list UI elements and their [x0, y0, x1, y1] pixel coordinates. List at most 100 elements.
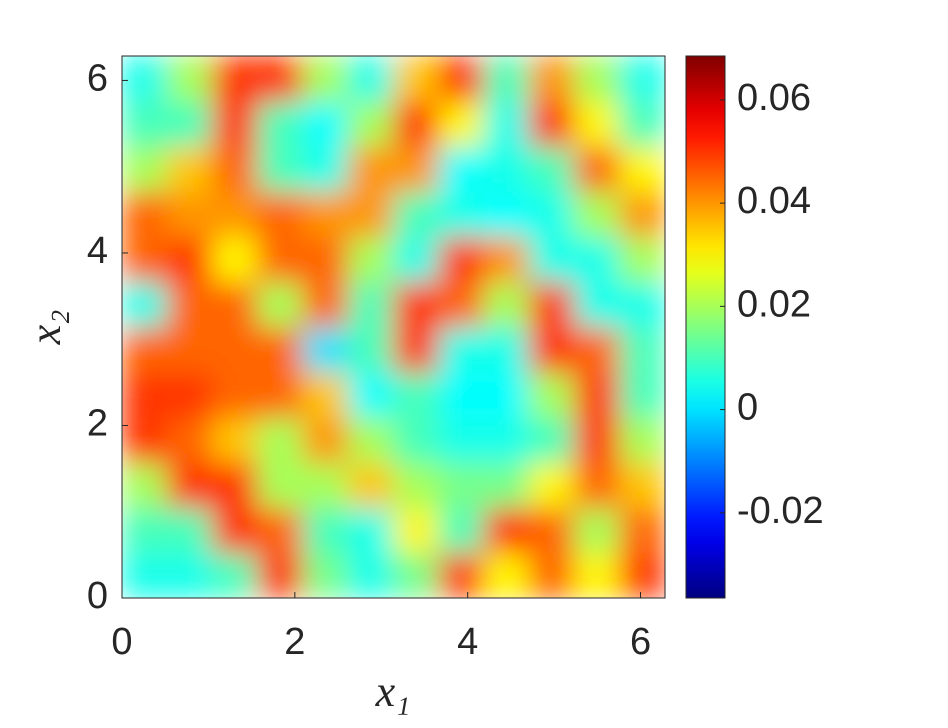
- heat-cell: [257, 56, 304, 102]
- heat-cell: [302, 56, 349, 102]
- heat-cell: [122, 56, 168, 102]
- heat-cell: [347, 191, 394, 238]
- heat-cell: [574, 552, 621, 598]
- heat-cell: [438, 371, 485, 418]
- heat-cell: [212, 507, 259, 554]
- heat-cell: [393, 281, 440, 328]
- heat-cell: [302, 507, 349, 554]
- heat-cell: [347, 552, 394, 598]
- heat-cell: [166, 281, 213, 328]
- heat-cell: [347, 100, 394, 147]
- heat-cell: [528, 236, 575, 283]
- heat-cell: [257, 145, 304, 192]
- heat-cell: [438, 145, 485, 192]
- colorbar-tick-label: 0.04: [737, 180, 811, 222]
- x-tick-label: 4: [457, 621, 478, 663]
- heat-cell: [574, 326, 621, 373]
- heat-cell: [483, 191, 530, 238]
- heat-cell: [212, 236, 259, 283]
- heat-cell: [302, 100, 349, 147]
- heat-cell: [393, 326, 440, 373]
- heat-cell: [302, 371, 349, 418]
- heatmap: [122, 56, 665, 598]
- heat-cell: [483, 371, 530, 418]
- heat-cell: [619, 145, 665, 192]
- heat-cell: [438, 191, 485, 238]
- heat-cell: [212, 191, 259, 238]
- x-axis-label: x₁: [375, 667, 411, 716]
- heat-cell: [574, 145, 621, 192]
- y-tick-label: 0: [87, 575, 108, 617]
- heat-cell: [438, 416, 485, 463]
- heat-cell: [302, 552, 349, 598]
- heat-cell: [528, 462, 575, 509]
- heat-cell: [574, 371, 621, 418]
- heat-cell: [212, 462, 259, 509]
- heat-cell: [302, 145, 349, 192]
- heat-cell: [122, 326, 168, 373]
- heat-cell: [528, 191, 575, 238]
- heat-cell: [528, 56, 575, 102]
- heat-cell: [528, 281, 575, 328]
- heat-cell: [528, 371, 575, 418]
- heat-cell: [302, 281, 349, 328]
- heat-cell: [166, 236, 213, 283]
- heat-cell: [393, 462, 440, 509]
- y-axis-label: x₂: [21, 310, 70, 346]
- heat-cell: [302, 236, 349, 283]
- heat-cell: [574, 191, 621, 238]
- heat-cell: [393, 56, 440, 102]
- heat-cell: [438, 326, 485, 373]
- heat-cell: [166, 56, 213, 102]
- heat-cell: [528, 145, 575, 192]
- colorbar: [685, 55, 726, 599]
- heat-cell: [122, 191, 168, 238]
- heat-cell: [347, 462, 394, 509]
- colorbar-tick-label: 0.02: [737, 283, 811, 325]
- heat-cell: [483, 236, 530, 283]
- heat-cell: [483, 56, 530, 102]
- heat-cell: [257, 236, 304, 283]
- heat-cell: [438, 56, 485, 102]
- colorbar-tick-label: 0.06: [737, 77, 811, 119]
- heat-cell: [166, 371, 213, 418]
- heat-cell: [347, 507, 394, 554]
- heat-cell: [347, 416, 394, 463]
- heat-cell: [438, 100, 485, 147]
- heat-cell: [122, 145, 168, 192]
- heat-cell: [166, 326, 213, 373]
- heat-cell: [212, 56, 259, 102]
- heat-cell: [393, 100, 440, 147]
- heat-cell: [347, 56, 394, 102]
- heat-cell: [619, 236, 665, 283]
- heat-cell: [122, 552, 168, 598]
- heat-cell: [257, 552, 304, 598]
- heat-cell: [302, 462, 349, 509]
- heat-cell: [347, 145, 394, 192]
- heat-cell: [122, 281, 168, 328]
- heat-cell: [528, 507, 575, 554]
- heat-cell: [393, 507, 440, 554]
- heat-cell: [574, 281, 621, 328]
- x-tick-label: 2: [284, 621, 305, 663]
- heat-cell: [438, 552, 485, 598]
- heat-cell: [619, 326, 665, 373]
- heat-cell: [528, 552, 575, 598]
- heat-cell: [347, 326, 394, 373]
- heat-cell: [302, 416, 349, 463]
- heat-cell: [257, 326, 304, 373]
- heat-cell: [483, 326, 530, 373]
- heat-cell: [483, 507, 530, 554]
- heat-cell: [393, 236, 440, 283]
- heat-cell: [574, 236, 621, 283]
- heat-cell: [257, 281, 304, 328]
- heat-cell: [257, 462, 304, 509]
- colorbar-tick-label: -0.02: [737, 490, 824, 532]
- heat-cell: [619, 462, 665, 509]
- heat-cell: [619, 191, 665, 238]
- x-tick-label: 0: [111, 621, 132, 663]
- heat-cell: [574, 100, 621, 147]
- heat-cell: [122, 100, 168, 147]
- heat-cell: [166, 416, 213, 463]
